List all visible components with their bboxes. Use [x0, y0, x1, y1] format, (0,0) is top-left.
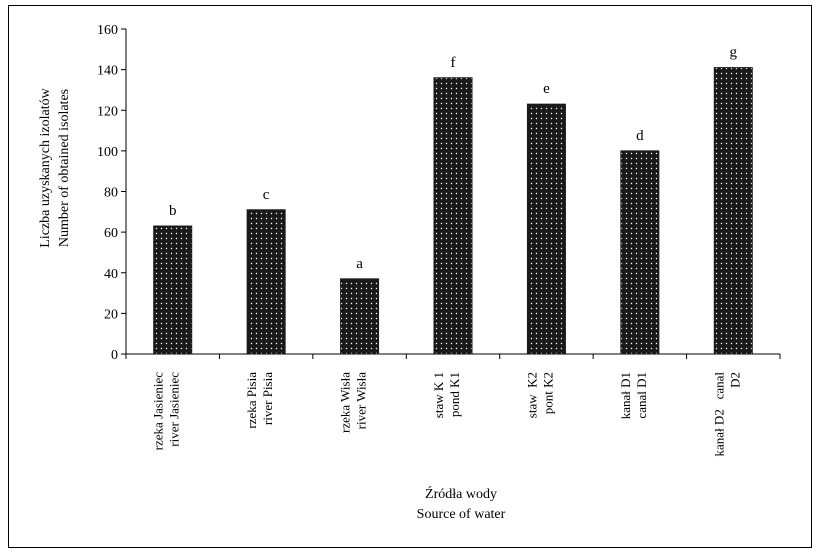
category-label-line: pond K1 [447, 372, 462, 417]
category-label-line: kanał D1 [618, 372, 633, 419]
y-tick-label: 60 [104, 226, 118, 241]
y-tick-label: 20 [104, 307, 118, 322]
x-axis [125, 353, 781, 359]
bars: b c a f e d g [153, 45, 753, 355]
category-label: kanał D1 canal D1 [618, 372, 649, 419]
category-label-line: river Pisia [260, 372, 275, 425]
bar-data-label: b [169, 203, 177, 219]
category-label-line: canal D1 [634, 372, 649, 419]
bar [340, 278, 380, 355]
bar [153, 225, 193, 355]
x-axis-label-en: Source of water [417, 507, 506, 522]
y-tick-label: 160 [97, 23, 118, 38]
bar [620, 150, 660, 355]
x-axis-label-pl: Źródła wody [425, 485, 497, 502]
y-tick-label: 140 [97, 64, 118, 79]
bar-data-label: f [451, 55, 456, 71]
x-axis-label: Źródła wody Source of water [417, 485, 506, 522]
y-tick-label: 80 [104, 186, 118, 201]
bar-data-label: g [730, 45, 738, 61]
bar-data-label: c [263, 187, 270, 203]
category-label-line: rzeka Wisła [338, 372, 353, 433]
category-label-line: staw K2 [524, 372, 539, 418]
y-tick-label: 120 [97, 104, 118, 119]
y-axis-label: Liczba uzyskanych izolatów Number of obt… [38, 87, 72, 247]
category-label: kanał D2 canal D2 [711, 372, 742, 457]
bar-chart: Liczba uzyskanych izolatów Number of obt… [38, 23, 781, 522]
chart-frame: Liczba uzyskanych izolatów Number of obt… [8, 5, 812, 548]
category-label-line: D2 [727, 372, 742, 388]
category-label-line: rzeka Pisia [244, 372, 259, 429]
bar [526, 103, 566, 355]
y-tick-label: 100 [97, 145, 118, 160]
bar [246, 209, 286, 355]
category-label: rzeka Wisła river Wisła [338, 372, 369, 433]
x-tick-labels: rzeka Jasieniec river Jasieniec rzeka Pisi… [151, 372, 743, 457]
category-label: staw K 1 pond K1 [431, 372, 462, 418]
category-label-line: staw K 1 [431, 372, 446, 418]
y-axis: 0 20 40 60 80 100 120 140 160 [97, 23, 127, 363]
y-tick-label: 40 [104, 267, 118, 282]
category-label: rzeka Pisia river Pisia [244, 372, 275, 429]
category-label-line: kanał D2 canal [711, 372, 726, 457]
category-label: rzeka Jasieniec river Jasieniec [151, 372, 182, 451]
bar [713, 67, 753, 355]
bar-data-label: e [543, 81, 550, 97]
category-label-line: river Jasieniec [167, 372, 182, 447]
category-label-line: rzeka Jasieniec [151, 372, 166, 451]
bar-data-label: a [356, 256, 363, 272]
category-label-line: pont K2 [540, 372, 555, 414]
y-tick-label: 0 [111, 348, 118, 363]
category-label: staw K2 pont K2 [524, 372, 555, 418]
y-axis-label-pl: Liczba uzyskanych izolatów [38, 87, 53, 247]
category-label-line: river Wisła [354, 372, 369, 430]
y-axis-label-en: Number of obtained isolates [57, 89, 72, 247]
bar [433, 77, 473, 355]
bar-data-label: d [636, 128, 644, 144]
